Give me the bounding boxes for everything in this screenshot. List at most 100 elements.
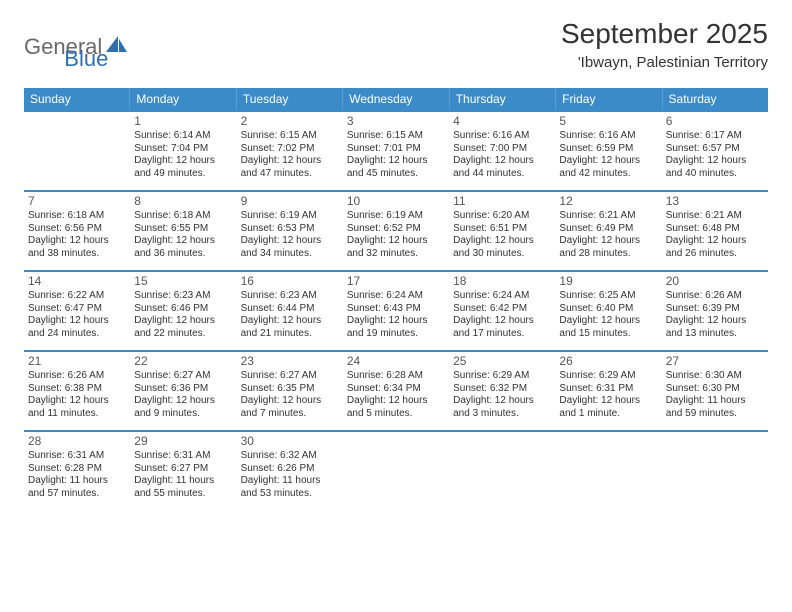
week-row: 7Sunrise: 6:18 AMSunset: 6:56 PMDaylight…	[24, 190, 768, 270]
sunset-text: Sunset: 7:00 PM	[453, 143, 551, 156]
logo: General Blue	[24, 18, 108, 72]
sunrise-text: Sunrise: 6:14 AM	[134, 130, 232, 143]
daylight-text: Daylight: 12 hours and 19 minutes.	[347, 315, 445, 340]
sunrise-text: Sunrise: 6:15 AM	[241, 130, 339, 143]
sunrise-text: Sunrise: 6:28 AM	[347, 370, 445, 383]
day-cell: 26Sunrise: 6:29 AMSunset: 6:31 PMDayligh…	[555, 352, 661, 430]
day-cell: 20Sunrise: 6:26 AMSunset: 6:39 PMDayligh…	[662, 272, 768, 350]
day-number: 25	[453, 354, 551, 369]
daylight-text: Daylight: 12 hours and 9 minutes.	[134, 395, 232, 420]
sunrise-text: Sunrise: 6:24 AM	[347, 290, 445, 303]
daylight-text: Daylight: 12 hours and 49 minutes.	[134, 155, 232, 180]
day-cell: 2Sunrise: 6:15 AMSunset: 7:02 PMDaylight…	[237, 112, 343, 190]
sunset-text: Sunset: 6:26 PM	[241, 463, 339, 476]
sunrise-text: Sunrise: 6:19 AM	[347, 210, 445, 223]
daylight-text: Daylight: 12 hours and 24 minutes.	[28, 315, 126, 340]
day-cell: 16Sunrise: 6:23 AMSunset: 6:44 PMDayligh…	[237, 272, 343, 350]
sunset-text: Sunset: 6:39 PM	[666, 303, 764, 316]
day-number: 22	[134, 354, 232, 369]
daylight-text: Daylight: 12 hours and 13 minutes.	[666, 315, 764, 340]
sunset-text: Sunset: 6:53 PM	[241, 223, 339, 236]
day-cell	[449, 432, 555, 510]
day-number: 5	[559, 114, 657, 129]
day-number: 29	[134, 434, 232, 449]
day-number: 28	[28, 434, 126, 449]
daylight-text: Daylight: 12 hours and 26 minutes.	[666, 235, 764, 260]
day-number: 21	[28, 354, 126, 369]
daylight-text: Daylight: 12 hours and 7 minutes.	[241, 395, 339, 420]
day-cell: 5Sunrise: 6:16 AMSunset: 6:59 PMDaylight…	[555, 112, 661, 190]
sunset-text: Sunset: 6:43 PM	[347, 303, 445, 316]
sunset-text: Sunset: 6:51 PM	[453, 223, 551, 236]
sunset-text: Sunset: 6:55 PM	[134, 223, 232, 236]
dow-saturday: Saturday	[663, 88, 768, 110]
day-cell: 9Sunrise: 6:19 AMSunset: 6:53 PMDaylight…	[237, 192, 343, 270]
daylight-text: Daylight: 12 hours and 15 minutes.	[559, 315, 657, 340]
sunrise-text: Sunrise: 6:20 AM	[453, 210, 551, 223]
week-row: 21Sunrise: 6:26 AMSunset: 6:38 PMDayligh…	[24, 350, 768, 430]
day-number: 30	[241, 434, 339, 449]
day-number: 26	[559, 354, 657, 369]
title-block: September 2025 'Ibwayn, Palestinian Terr…	[561, 18, 768, 71]
month-title: September 2025	[561, 18, 768, 50]
day-number: 11	[453, 194, 551, 209]
day-cell	[555, 432, 661, 510]
dow-monday: Monday	[130, 88, 236, 110]
dow-wednesday: Wednesday	[343, 88, 449, 110]
sunrise-text: Sunrise: 6:17 AM	[666, 130, 764, 143]
day-number: 4	[453, 114, 551, 129]
sunrise-text: Sunrise: 6:21 AM	[666, 210, 764, 223]
sunrise-text: Sunrise: 6:27 AM	[134, 370, 232, 383]
day-number: 17	[347, 274, 445, 289]
sunset-text: Sunset: 6:32 PM	[453, 383, 551, 396]
sunrise-text: Sunrise: 6:32 AM	[241, 450, 339, 463]
week-row: 14Sunrise: 6:22 AMSunset: 6:47 PMDayligh…	[24, 270, 768, 350]
sunset-text: Sunset: 6:42 PM	[453, 303, 551, 316]
daylight-text: Daylight: 12 hours and 21 minutes.	[241, 315, 339, 340]
day-cell: 12Sunrise: 6:21 AMSunset: 6:49 PMDayligh…	[555, 192, 661, 270]
daylight-text: Daylight: 11 hours and 55 minutes.	[134, 475, 232, 500]
day-cell: 25Sunrise: 6:29 AMSunset: 6:32 PMDayligh…	[449, 352, 555, 430]
day-number: 14	[28, 274, 126, 289]
sunrise-text: Sunrise: 6:16 AM	[559, 130, 657, 143]
day-number: 19	[559, 274, 657, 289]
sunrise-text: Sunrise: 6:25 AM	[559, 290, 657, 303]
day-cell: 13Sunrise: 6:21 AMSunset: 6:48 PMDayligh…	[662, 192, 768, 270]
day-number: 9	[241, 194, 339, 209]
day-number: 2	[241, 114, 339, 129]
day-number: 8	[134, 194, 232, 209]
day-number: 20	[666, 274, 764, 289]
day-cell: 24Sunrise: 6:28 AMSunset: 6:34 PMDayligh…	[343, 352, 449, 430]
day-number: 27	[666, 354, 764, 369]
sunrise-text: Sunrise: 6:18 AM	[134, 210, 232, 223]
sunset-text: Sunset: 6:56 PM	[28, 223, 126, 236]
sunset-text: Sunset: 6:48 PM	[666, 223, 764, 236]
day-cell: 28Sunrise: 6:31 AMSunset: 6:28 PMDayligh…	[24, 432, 130, 510]
daylight-text: Daylight: 11 hours and 53 minutes.	[241, 475, 339, 500]
week-row: 28Sunrise: 6:31 AMSunset: 6:28 PMDayligh…	[24, 430, 768, 510]
day-number: 24	[347, 354, 445, 369]
sunset-text: Sunset: 7:04 PM	[134, 143, 232, 156]
sunrise-text: Sunrise: 6:24 AM	[453, 290, 551, 303]
sunset-text: Sunset: 6:44 PM	[241, 303, 339, 316]
header: General Blue September 2025 'Ibwayn, Pal…	[24, 18, 768, 72]
daylight-text: Daylight: 11 hours and 59 minutes.	[666, 395, 764, 420]
daylight-text: Daylight: 12 hours and 40 minutes.	[666, 155, 764, 180]
sunset-text: Sunset: 6:28 PM	[28, 463, 126, 476]
day-cell: 7Sunrise: 6:18 AMSunset: 6:56 PMDaylight…	[24, 192, 130, 270]
day-cell: 8Sunrise: 6:18 AMSunset: 6:55 PMDaylight…	[130, 192, 236, 270]
sunrise-text: Sunrise: 6:30 AM	[666, 370, 764, 383]
sunset-text: Sunset: 6:40 PM	[559, 303, 657, 316]
sunrise-text: Sunrise: 6:23 AM	[134, 290, 232, 303]
daylight-text: Daylight: 12 hours and 42 minutes.	[559, 155, 657, 180]
sunset-text: Sunset: 6:57 PM	[666, 143, 764, 156]
daylight-text: Daylight: 12 hours and 5 minutes.	[347, 395, 445, 420]
logo-sail-icon	[106, 36, 128, 59]
day-cell: 4Sunrise: 6:16 AMSunset: 7:00 PMDaylight…	[449, 112, 555, 190]
dow-thursday: Thursday	[450, 88, 556, 110]
daylight-text: Daylight: 12 hours and 30 minutes.	[453, 235, 551, 260]
sunset-text: Sunset: 6:31 PM	[559, 383, 657, 396]
day-cell: 29Sunrise: 6:31 AMSunset: 6:27 PMDayligh…	[130, 432, 236, 510]
day-cell: 6Sunrise: 6:17 AMSunset: 6:57 PMDaylight…	[662, 112, 768, 190]
dow-tuesday: Tuesday	[237, 88, 343, 110]
